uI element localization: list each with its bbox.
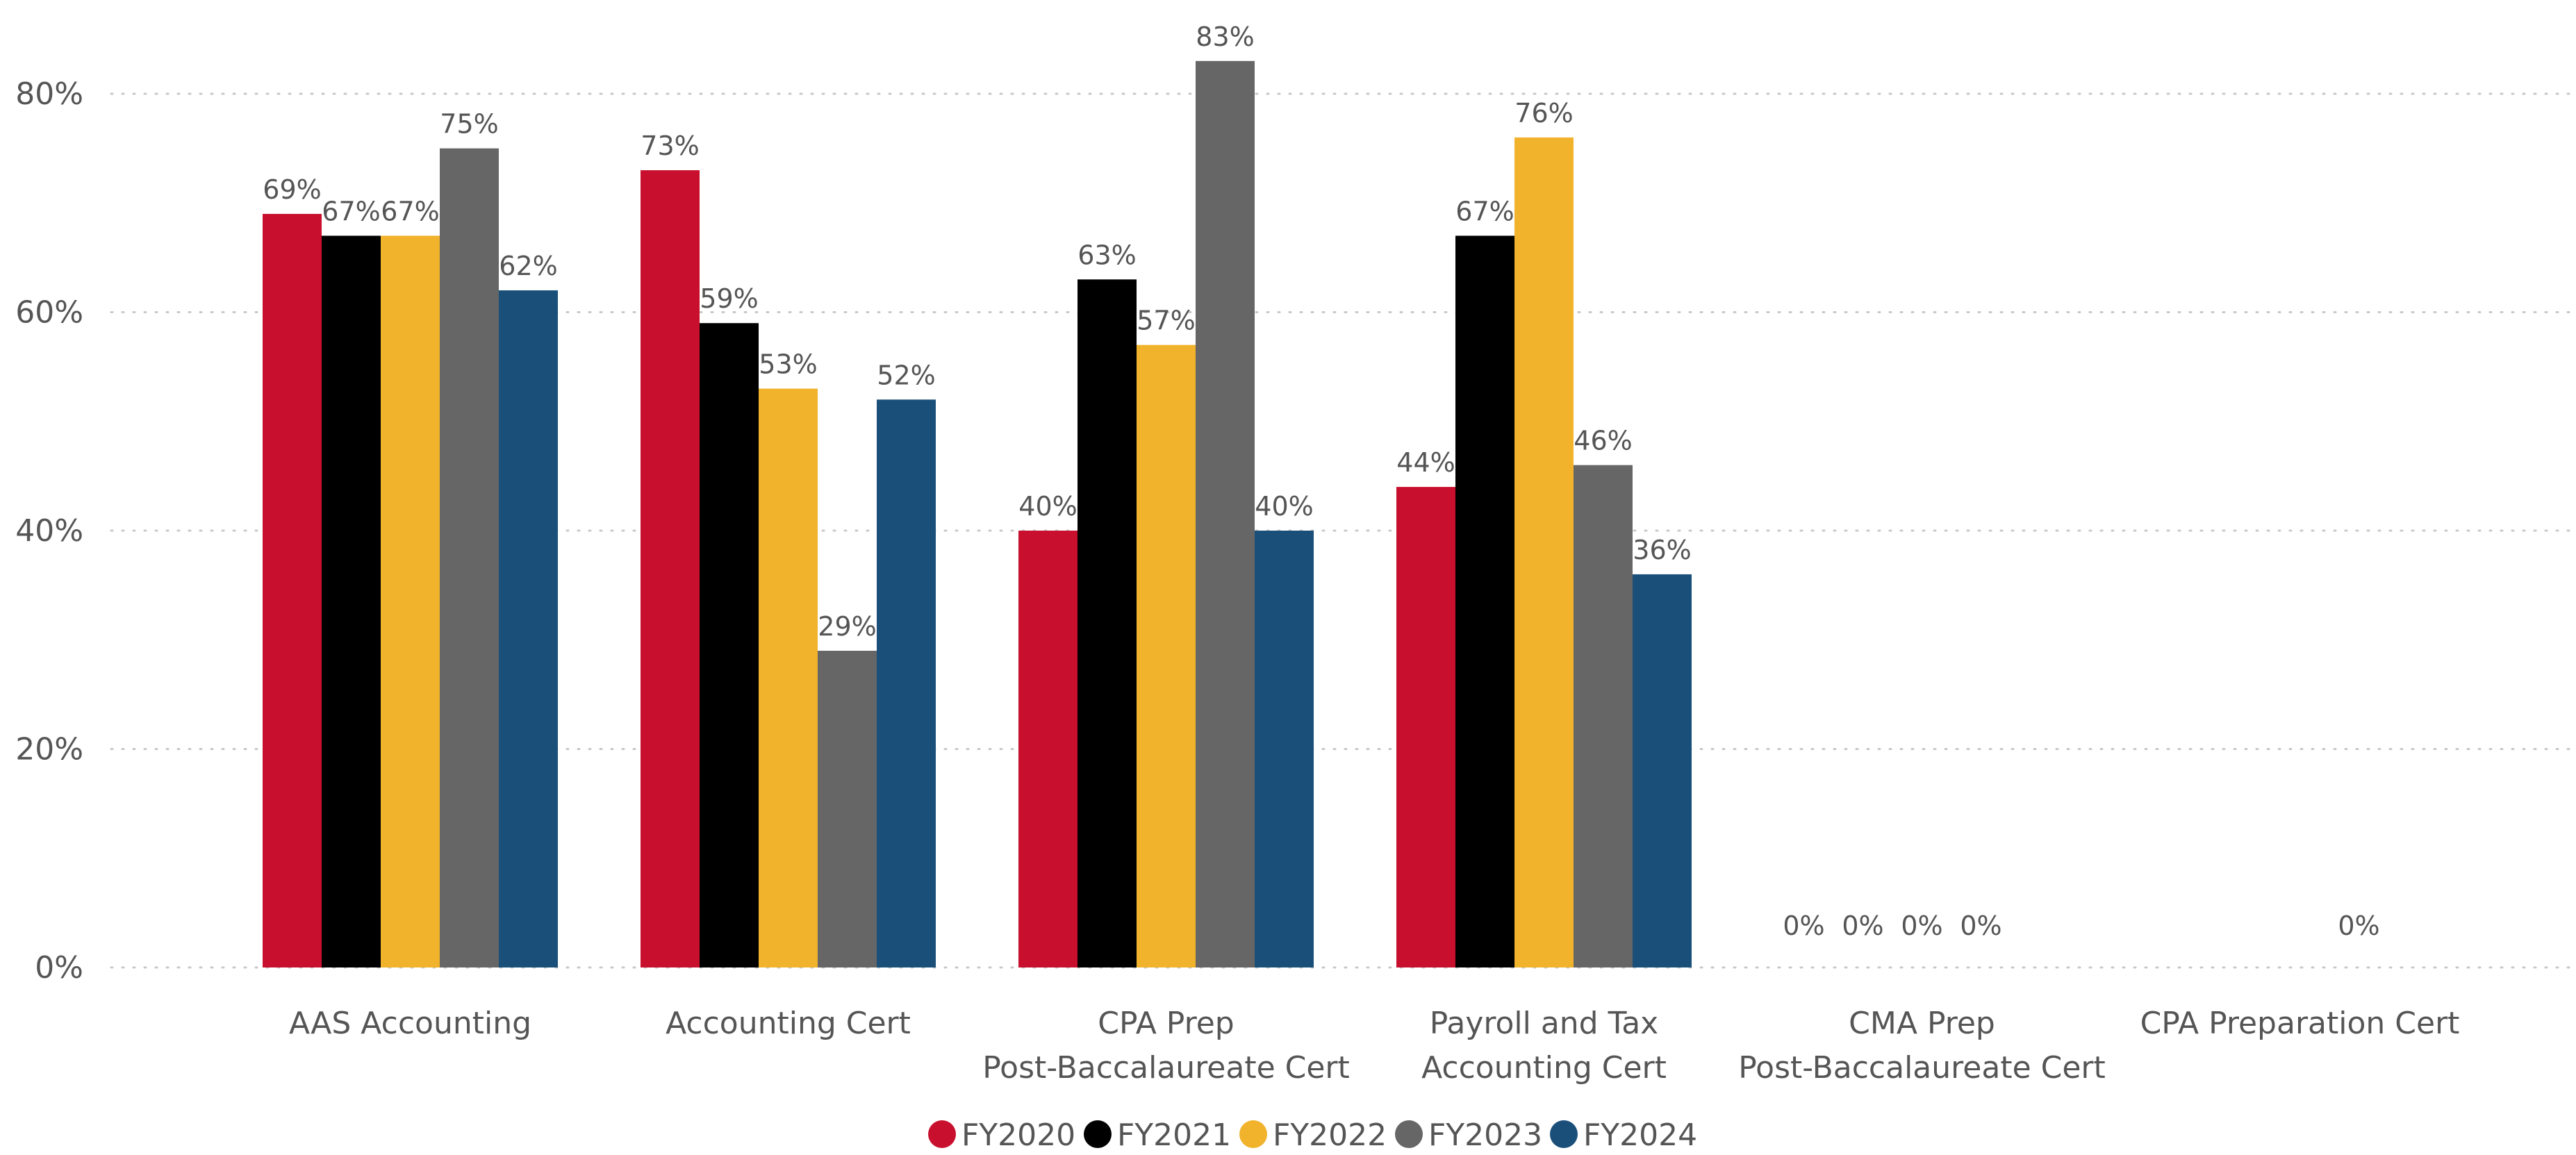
data-label: 40% bbox=[1255, 491, 1313, 522]
data-labels: 69%67% 67%75%62%73%59%53%29%52%40%63%57%8… bbox=[263, 22, 2379, 941]
bar bbox=[499, 290, 558, 967]
category-label: Accounting Cert bbox=[1421, 1050, 1667, 1086]
data-label: 76% bbox=[1514, 98, 1573, 128]
data-label: 83% bbox=[1196, 22, 1254, 52]
data-label: 46% bbox=[1574, 426, 1632, 456]
data-label: 73% bbox=[641, 131, 699, 161]
y-tick-label: 40% bbox=[15, 513, 83, 549]
legend-label: FY2020 bbox=[961, 1117, 1075, 1153]
bar bbox=[1196, 60, 1255, 968]
legend: FY2020 FY2021 FY2022 FY2023 FY2024 bbox=[928, 1117, 1697, 1153]
bar bbox=[877, 399, 936, 967]
bar bbox=[1396, 487, 1455, 967]
category-label: Payroll and Tax bbox=[1430, 1006, 1658, 1041]
data-label: 75% bbox=[440, 109, 498, 140]
category-label: AAS Accounting bbox=[289, 1006, 531, 1041]
bar bbox=[1078, 279, 1137, 967]
legend-label: FY2023 bbox=[1428, 1117, 1542, 1153]
legend-marker bbox=[1395, 1120, 1423, 1148]
category-label: CPA Preparation Cert bbox=[2140, 1006, 2460, 1041]
category-label: Post-Baccalaureate Cert bbox=[982, 1050, 1350, 1086]
legend-marker bbox=[1084, 1120, 1112, 1148]
bar bbox=[641, 170, 700, 968]
bar bbox=[1633, 574, 1692, 967]
data-label: 67% bbox=[1455, 196, 1514, 226]
y-axis-ticks: 0% 20% 40% 60% 80% bbox=[15, 76, 83, 986]
data-label: 0% bbox=[1901, 911, 1942, 941]
data-label: 0% bbox=[1960, 911, 2001, 941]
category-label: Post-Baccalaureate Cert bbox=[1738, 1050, 2106, 1086]
x-axis-categories: AAS Accounting Accounting Cert CPA Prep Pos… bbox=[289, 1006, 2459, 1086]
data-label: 0% bbox=[1783, 911, 1824, 941]
bar bbox=[700, 323, 759, 968]
bar bbox=[263, 213, 322, 968]
bar bbox=[1255, 531, 1314, 967]
data-label: 36% bbox=[1633, 535, 1691, 565]
bar bbox=[1018, 531, 1078, 967]
data-label: 52% bbox=[877, 360, 935, 390]
data-label: 67% bbox=[381, 196, 439, 226]
bar bbox=[322, 235, 381, 967]
legend-label: FY2022 bbox=[1273, 1117, 1387, 1153]
bars bbox=[263, 60, 1692, 968]
bar bbox=[440, 148, 499, 967]
data-label: 69% bbox=[263, 174, 321, 205]
data-label: 63% bbox=[1078, 240, 1136, 270]
bar bbox=[759, 388, 818, 967]
bar bbox=[1455, 235, 1514, 967]
data-label: 0% bbox=[1842, 911, 1883, 941]
category-label: Accounting Cert bbox=[666, 1006, 911, 1041]
data-label: 53% bbox=[759, 349, 817, 380]
y-tick-label: 0% bbox=[35, 950, 83, 986]
category-label: CMA Prep bbox=[1849, 1006, 1995, 1041]
y-tick-label: 20% bbox=[15, 732, 83, 767]
bar bbox=[1574, 465, 1633, 967]
bar bbox=[818, 650, 877, 967]
data-label: 0% bbox=[2338, 911, 2379, 941]
data-label: 44% bbox=[1396, 447, 1455, 478]
bar bbox=[1137, 344, 1196, 967]
data-label: 62% bbox=[499, 251, 557, 281]
legend-label: FY2021 bbox=[1117, 1117, 1231, 1153]
legend-marker bbox=[928, 1120, 956, 1148]
y-tick-label: 60% bbox=[15, 295, 83, 331]
data-label: 29% bbox=[818, 611, 876, 642]
data-label: 59% bbox=[700, 283, 758, 314]
data-label: 67% bbox=[322, 196, 380, 226]
legend-marker bbox=[1550, 1120, 1578, 1148]
y-tick-label: 80% bbox=[15, 76, 83, 112]
legend-marker bbox=[1239, 1120, 1267, 1148]
category-label: CPA Prep bbox=[1098, 1006, 1234, 1041]
bar bbox=[381, 235, 440, 967]
data-label: 57% bbox=[1137, 306, 1195, 336]
data-label: 40% bbox=[1018, 491, 1077, 522]
bar bbox=[1514, 137, 1574, 967]
legend-label: FY2024 bbox=[1583, 1117, 1697, 1153]
